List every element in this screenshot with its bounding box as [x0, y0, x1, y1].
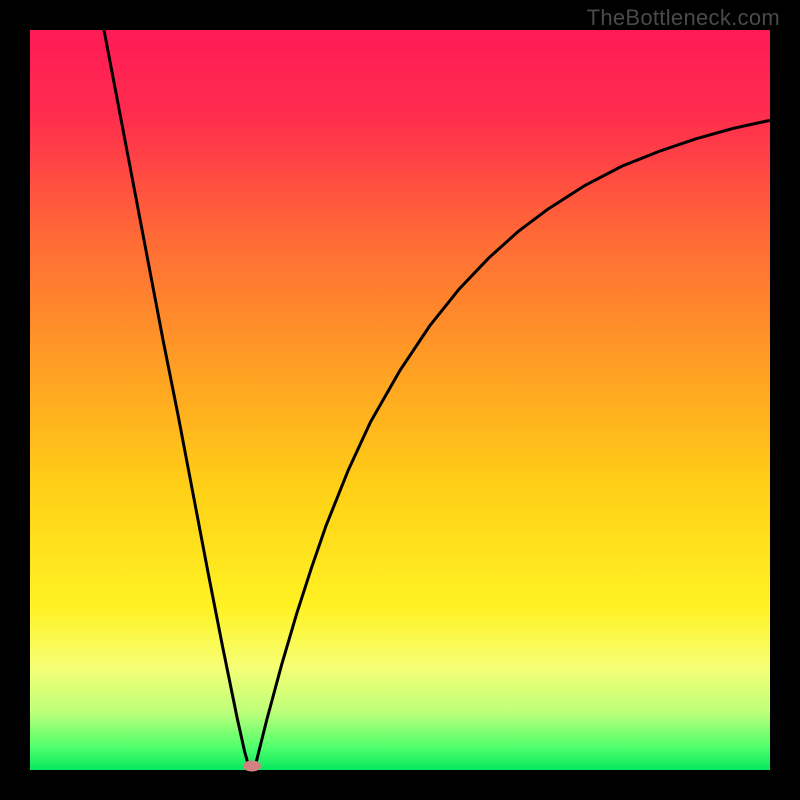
minimum-marker [243, 760, 261, 771]
figure-container: TheBottleneck.com [0, 0, 800, 800]
bottleneck-curve [104, 30, 770, 770]
watermark-text: TheBottleneck.com [587, 5, 780, 31]
curve-svg [30, 30, 770, 770]
plot-area [30, 30, 770, 770]
